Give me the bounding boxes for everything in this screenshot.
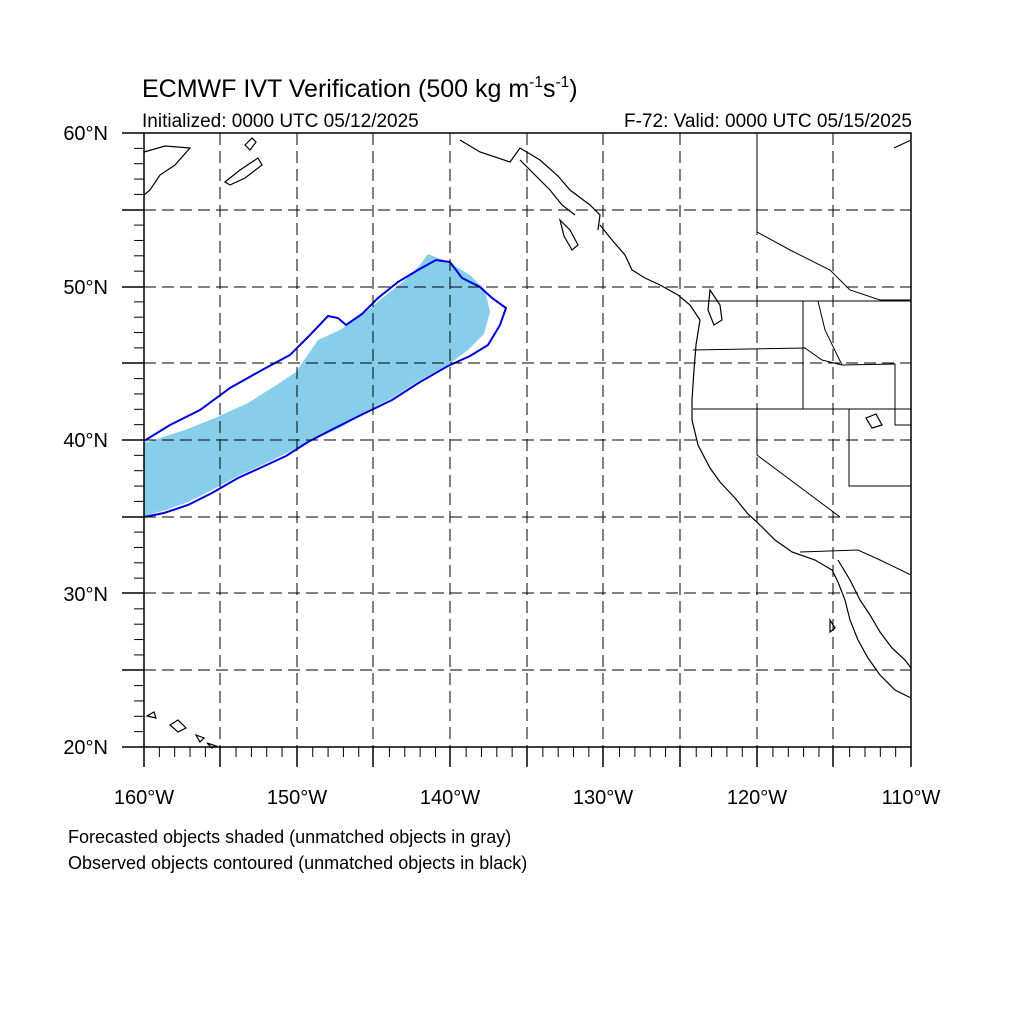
state-boundaries: [690, 133, 912, 576]
lon-label-130w: 130°W: [572, 787, 634, 809]
init-time-label: Initialized: 0000 UTC 05/12/2025: [142, 111, 419, 132]
lat-label-30: 30°N: [63, 584, 108, 606]
lat-lon-grid: [144, 133, 911, 747]
forecast-object-shading: [144, 254, 490, 516]
forecast-legend-note: Forecasted objects shaded (unmatched obj…: [68, 827, 512, 847]
lat-label-60: 60°N: [63, 123, 108, 145]
lat-label-40: 40°N: [63, 430, 108, 452]
valid-time-label: F-72: Valid: 0000 UTC 05/15/2025: [624, 111, 912, 132]
lon-label-120w: 120°W: [726, 787, 788, 809]
lon-label-150w: 150°W: [266, 787, 328, 809]
lat-label-50: 50°N: [63, 277, 108, 299]
observed-legend-note: Observed objects contoured (unmatched ob…: [68, 853, 528, 873]
minor-ticks: [134, 147, 897, 757]
map-title: ECMWF IVT Verification (500 kg m-1s-1): [142, 74, 578, 103]
observed-object-contour: [143, 258, 508, 518]
lon-label-110w: 110°W: [881, 787, 941, 809]
lon-label-160w: 160°W: [113, 787, 175, 809]
axis-ticks: [122, 132, 912, 767]
lon-label-140w: 140°W: [419, 787, 481, 809]
lat-label-20: 20°N: [63, 737, 108, 759]
